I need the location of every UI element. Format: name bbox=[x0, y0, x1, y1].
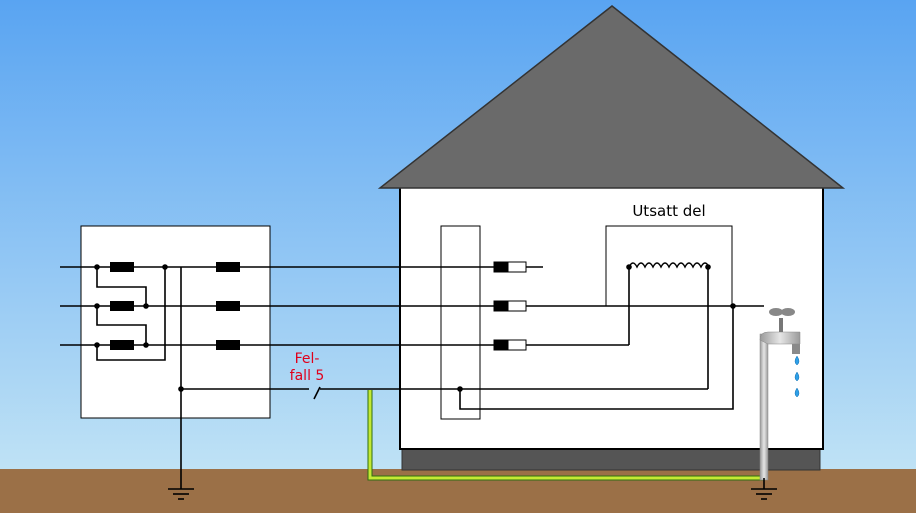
exposed-part-label: Utsatt del bbox=[632, 202, 705, 220]
earth-symbol-left bbox=[168, 488, 194, 500]
fault-label-line2: fall 5 bbox=[290, 368, 325, 384]
house-foundation bbox=[401, 447, 821, 471]
house-roof bbox=[377, 5, 846, 189]
wiring bbox=[60, 266, 764, 489]
earth-symbol-right bbox=[751, 478, 777, 500]
fault-label-line1: Fel- bbox=[295, 351, 320, 367]
board-fuses bbox=[493, 261, 527, 351]
heating-coil bbox=[628, 262, 710, 269]
water-tap bbox=[759, 308, 801, 481]
supply-box bbox=[80, 225, 271, 419]
earth-conductor-inner bbox=[368, 390, 764, 480]
supply-fuses bbox=[110, 262, 240, 350]
junction-dots bbox=[94, 264, 736, 392]
water-drops bbox=[794, 355, 800, 398]
